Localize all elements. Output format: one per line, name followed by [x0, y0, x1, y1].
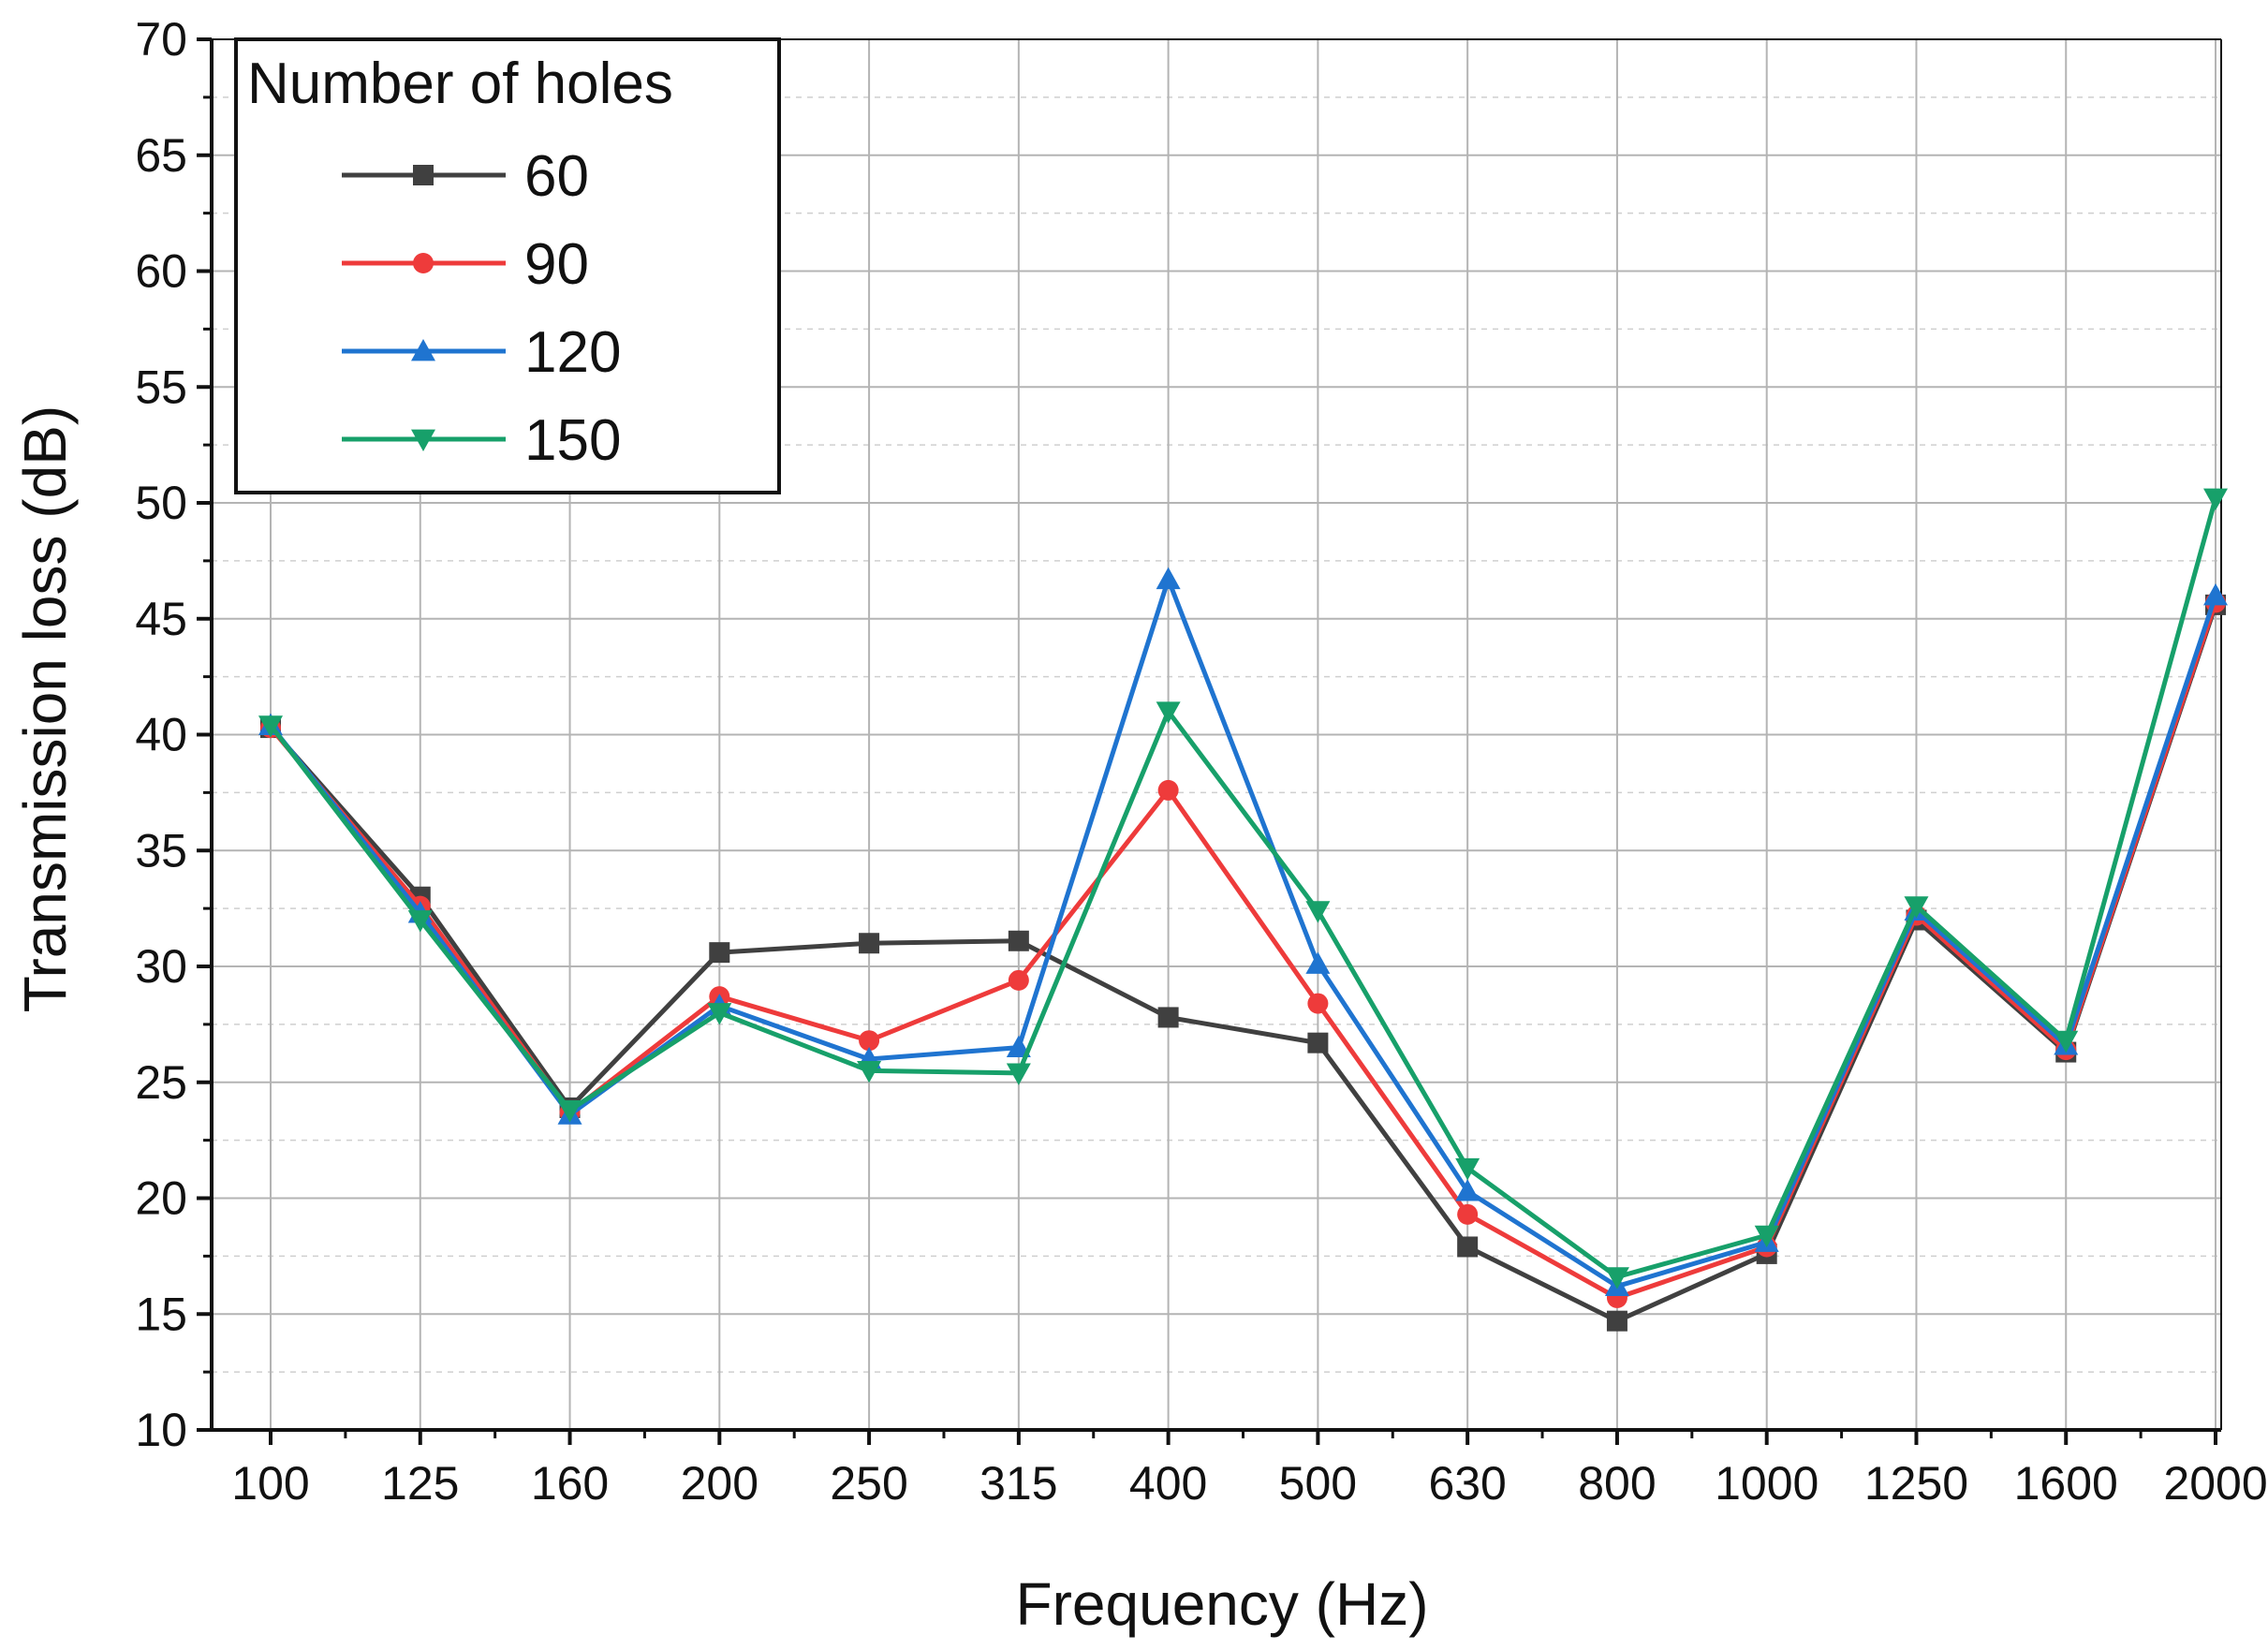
y-tick-label: 10	[135, 1404, 187, 1456]
y-tick-label: 20	[135, 1172, 187, 1225]
y-tick-label: 65	[135, 129, 187, 182]
legend-entry-150: 150	[342, 408, 621, 473]
data-point	[1307, 1032, 1329, 1053]
data-point	[407, 910, 433, 933]
y-tick-label: 50	[135, 477, 187, 529]
legend-marker	[413, 253, 434, 273]
y-axis-title: Transmission loss (dB)	[11, 405, 79, 1012]
legend-label: 120	[524, 320, 621, 385]
x-tick-label: 160	[531, 1457, 609, 1510]
legend-entry-120: 120	[342, 320, 621, 385]
series-group	[258, 488, 2229, 1332]
series-line	[269, 497, 2218, 1280]
x-tick-label: 1000	[1715, 1457, 1819, 1510]
x-tick-label: 500	[1279, 1457, 1357, 1510]
legend: Number of holes 60 90 120 150	[234, 37, 781, 494]
legend-title: Number of holes	[247, 52, 673, 116]
data-point	[1156, 701, 1181, 724]
legend-marker	[413, 165, 434, 185]
data-point	[857, 1060, 882, 1083]
data-point	[1008, 930, 1029, 951]
data-point	[1157, 779, 1179, 801]
legend-marker	[411, 339, 435, 361]
legend-label: 60	[524, 144, 589, 209]
axes: 10 15 20 25 30 35 40 45 50 55 60 65 70 100 125 160 200 25…	[135, 13, 2267, 1510]
x-tick-label: 1600	[2014, 1457, 2118, 1510]
x-tick-label: 1250	[1864, 1457, 1968, 1510]
x-tick-label: 2000	[2163, 1457, 2267, 1510]
x-tick-label: 100	[231, 1457, 309, 1510]
data-point	[1008, 969, 1029, 991]
data-point	[1606, 1310, 1627, 1332]
x-tick-label: 315	[979, 1457, 1057, 1510]
legend-marker	[411, 429, 435, 451]
legend-label: 150	[524, 408, 621, 473]
legend-box	[234, 37, 781, 494]
y-tick-label: 55	[135, 361, 187, 413]
data-point	[1455, 1179, 1480, 1201]
y-tick-label: 70	[135, 13, 187, 66]
y-tick-label: 35	[135, 824, 187, 877]
x-tick-label: 800	[1578, 1457, 1656, 1510]
x-tick-label: 630	[1428, 1457, 1506, 1510]
legend-entry-60: 60	[342, 144, 589, 209]
legend-label: 90	[524, 232, 589, 297]
data-point	[2203, 488, 2229, 511]
y-tick-label: 45	[135, 593, 187, 645]
x-axis-title: Frequency (Hz)	[1016, 1570, 1429, 1638]
data-point	[859, 933, 880, 954]
data-point	[859, 1030, 880, 1052]
data-point	[1457, 1203, 1479, 1225]
y-tick-label: 40	[135, 709, 187, 761]
data-point	[1307, 993, 1329, 1014]
data-point	[1604, 1267, 1629, 1289]
y-tick-label: 25	[135, 1056, 187, 1109]
y-tick-label: 15	[135, 1288, 187, 1340]
legend-entry-90: 90	[342, 232, 589, 297]
data-point	[2203, 583, 2229, 606]
data-point	[1305, 951, 1331, 974]
data-point	[707, 1003, 732, 1025]
data-point	[1455, 1157, 1480, 1181]
y-tick-label: 30	[135, 940, 187, 993]
data-point	[709, 942, 730, 964]
data-point	[1006, 1063, 1031, 1085]
data-point	[1006, 1035, 1031, 1058]
x-tick-label: 400	[1129, 1457, 1207, 1510]
data-point	[557, 1100, 582, 1123]
data-point	[258, 715, 283, 738]
series-150	[258, 488, 2229, 1289]
x-tick-label: 250	[830, 1457, 907, 1510]
y-tick-label: 60	[135, 245, 187, 298]
data-point	[1754, 1225, 1779, 1248]
data-point	[1457, 1236, 1479, 1258]
data-point	[2054, 1030, 2079, 1053]
data-point	[1904, 896, 1929, 919]
x-tick-label: 125	[381, 1457, 459, 1510]
data-point	[1157, 1007, 1179, 1028]
data-point	[1156, 567, 1181, 590]
x-tick-label: 200	[681, 1457, 758, 1510]
data-point	[1305, 901, 1331, 923]
